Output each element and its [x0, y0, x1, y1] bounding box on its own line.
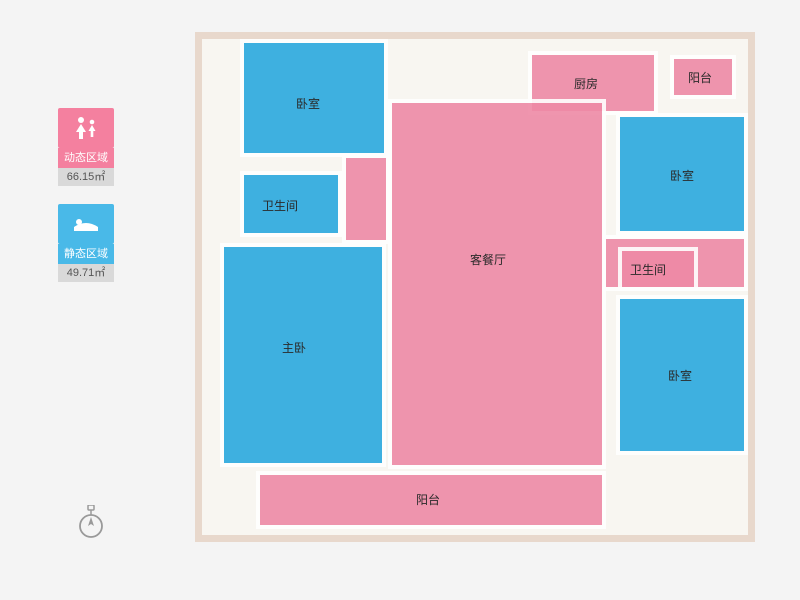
legend-dynamic-value: 66.15㎡ — [58, 168, 114, 186]
room-bedroom_right_top — [616, 113, 748, 235]
room-living_ext_left — [342, 154, 390, 244]
legend-dynamic-label: 动态区域 — [58, 148, 114, 168]
legend: 动态区域 66.15㎡ 静态区域 49.71㎡ — [58, 108, 122, 300]
room-master_bedroom — [220, 243, 386, 467]
legend-static-label: 静态区域 — [58, 244, 114, 264]
room-bedroom_top_left — [240, 39, 388, 157]
room-living — [388, 99, 606, 469]
legend-dynamic: 动态区域 66.15㎡ — [58, 108, 114, 186]
legend-static-value: 49.71㎡ — [58, 264, 114, 282]
people-icon — [58, 108, 114, 148]
room-wc_left — [240, 171, 342, 237]
room-bedroom_right_bot — [616, 295, 748, 455]
room-wc_right — [618, 247, 698, 291]
compass-icon — [76, 505, 106, 539]
legend-static: 静态区域 49.71㎡ — [58, 204, 114, 282]
room-balcony_top_right — [670, 55, 736, 99]
floor-plan: 卧室阳台厨房卧室卫生间客餐厅卫生间主卧卧室阳台 — [195, 32, 755, 542]
sleep-icon — [58, 204, 114, 244]
room-balcony_bottom — [256, 471, 606, 529]
